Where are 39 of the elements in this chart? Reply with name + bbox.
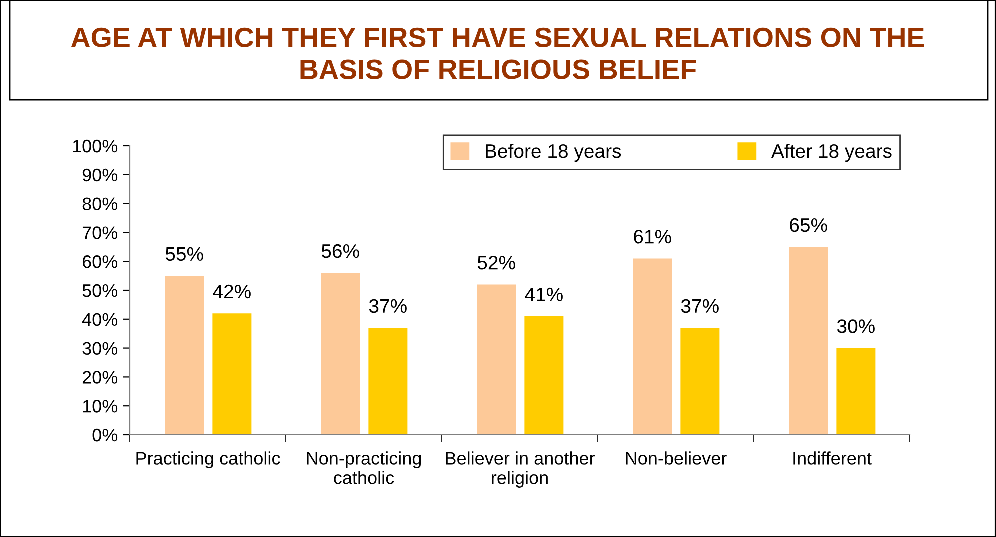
bar xyxy=(321,273,360,435)
legend-label: Before 18 years xyxy=(486,144,622,162)
y-tick-label: 100% xyxy=(73,140,118,153)
data-label: 37% xyxy=(681,299,719,314)
bar xyxy=(789,247,828,435)
y-tick-label: 80% xyxy=(82,198,118,211)
bar xyxy=(836,348,876,435)
bar xyxy=(165,276,204,435)
bar xyxy=(680,328,720,435)
y-tick-label: 40% xyxy=(82,313,118,326)
y-tick-label: 30% xyxy=(82,342,118,356)
x-tick-label: Non-practicing catholic xyxy=(307,452,422,484)
data-label: 37% xyxy=(369,299,407,314)
y-tick-label: 10% xyxy=(83,400,118,413)
data-label: 42% xyxy=(213,284,251,299)
data-label: 61% xyxy=(634,230,672,244)
y-tick-label: 0% xyxy=(92,428,118,442)
x-tick-label: Practicing catholic xyxy=(136,452,280,468)
bar xyxy=(477,284,516,435)
data-label: 30% xyxy=(837,320,875,334)
bar xyxy=(524,316,564,435)
data-label: 65% xyxy=(790,218,828,232)
data-label: 41% xyxy=(525,288,563,302)
y-tick-label: 70% xyxy=(82,226,118,240)
bar xyxy=(368,328,408,435)
y-tick-label: 50% xyxy=(82,284,118,298)
y-tick-label: 90% xyxy=(82,168,118,182)
x-tick-label: Believer in another religion xyxy=(446,452,595,488)
data-label: 55% xyxy=(166,247,204,262)
chart-title: AGE AT WHICH THEY FIRST HAVE SEXUAL RELATIONS ON THE BASIS OF RELIGIOUS BELIEF xyxy=(71,28,924,80)
x-tick-label: Non-believer xyxy=(626,452,727,465)
legend-label: After 18 years xyxy=(772,144,892,162)
data-label: 52% xyxy=(478,256,516,270)
y-tick-label: 60% xyxy=(82,256,118,268)
x-tick-label: Indifferent xyxy=(794,452,872,465)
y-tick-label: 20% xyxy=(82,371,118,384)
data-label: 56% xyxy=(322,244,360,258)
bar xyxy=(633,258,672,435)
bar xyxy=(212,314,252,435)
